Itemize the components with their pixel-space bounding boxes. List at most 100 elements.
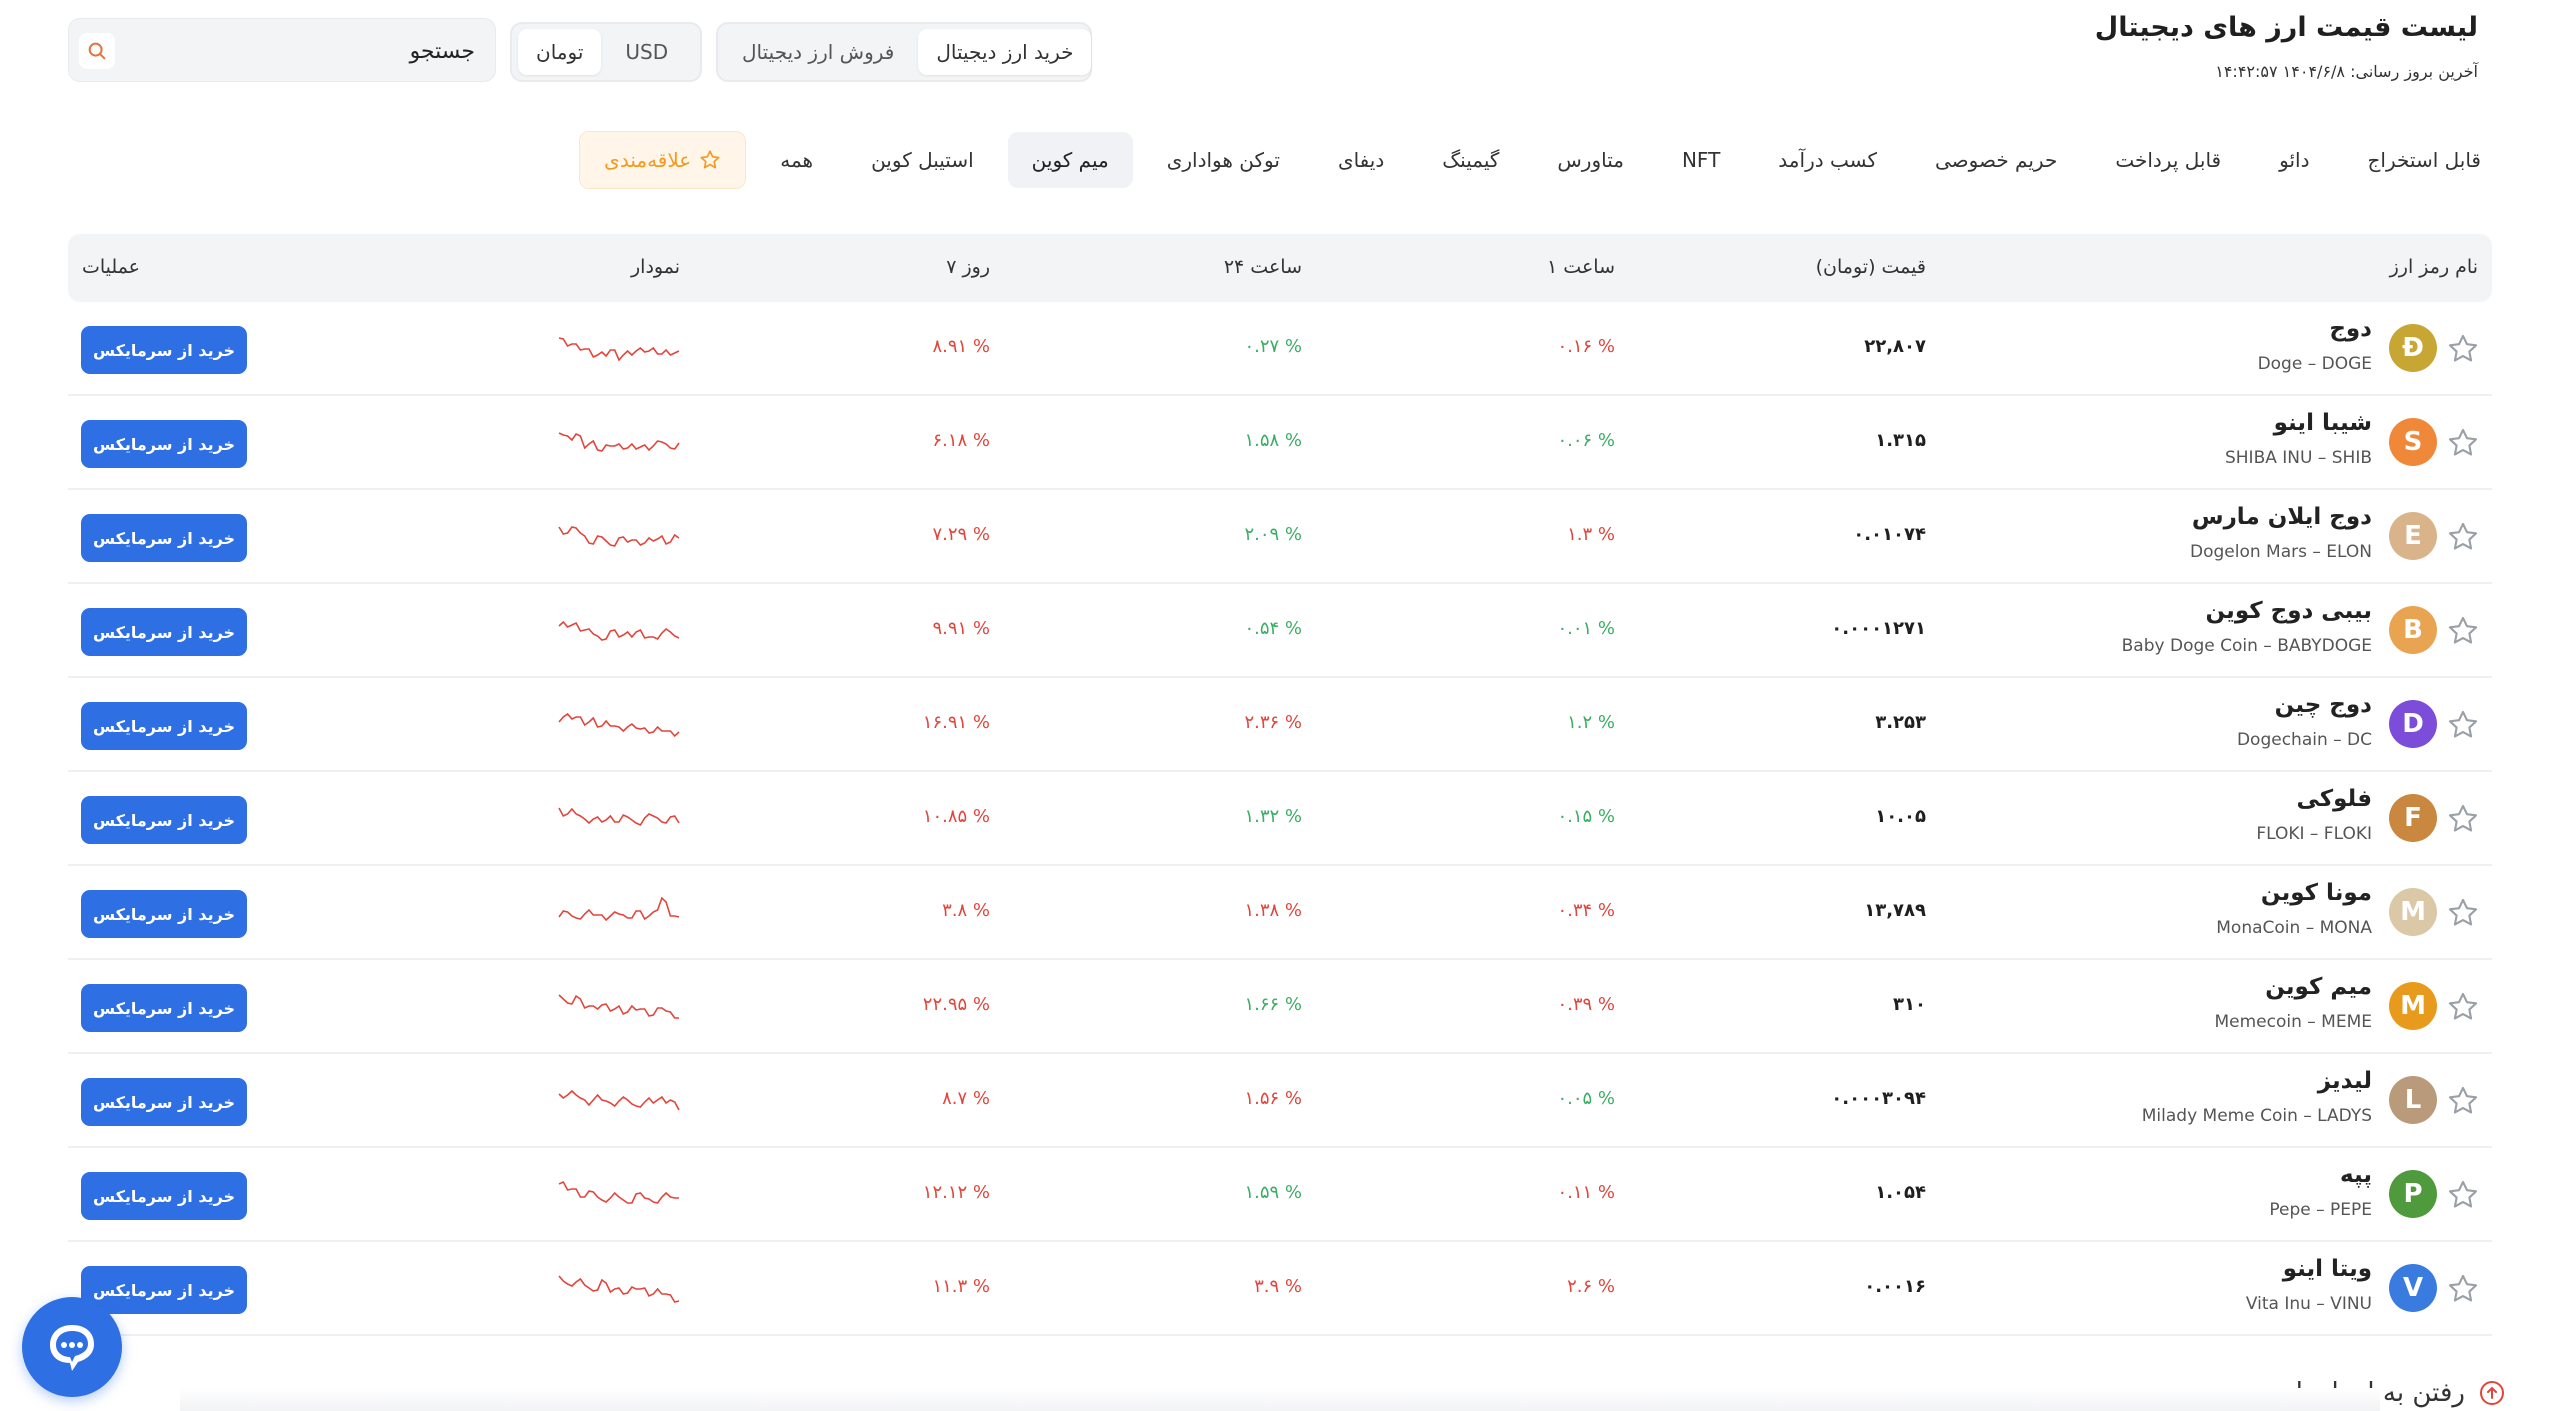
buy-from-sarmayex-button[interactable]: خرید از سرمایکس	[81, 984, 247, 1032]
favorite-star-icon[interactable]	[2446, 614, 2480, 648]
favorite-star-icon[interactable]	[2446, 426, 2480, 460]
tab-8[interactable]: NFT	[1658, 132, 1744, 188]
buy-from-sarmayex-button[interactable]: خرید از سرمایکس	[81, 702, 247, 750]
table-row[interactable]: B بیبی دوج کوین Baby Doge Coin – BABYDOGE ۰…	[68, 584, 2492, 678]
search-input[interactable]	[153, 31, 477, 71]
sparkline-path	[558, 620, 680, 641]
search-button[interactable]	[79, 33, 115, 69]
coin-name-fa[interactable]: ویتا اینو	[2282, 1256, 2372, 1282]
favorite-star-icon[interactable]	[2446, 990, 2480, 1024]
buy-from-sarmayex-button[interactable]: خرید از سرمایکس	[81, 1172, 247, 1220]
favorite-star-icon[interactable]	[2446, 1178, 2480, 1212]
tab-10[interactable]: حریم خصوصی	[1911, 132, 2081, 188]
tab-1[interactable]: همه	[756, 132, 837, 188]
table-row[interactable]: V ویتا اینو Vita Inu – VINU ۰.۰۰۱۶ ۲.۶ % ۳.۹ …	[68, 1242, 2492, 1336]
coin-name-en: MonaCoin – MONA	[2216, 918, 2372, 938]
table-row[interactable]: P پپه Pepe – PEPE ۱.۰۵۴ ۰.۱۱ % ۱.۵۹ % ۱۲.۱۲ % خ…	[68, 1148, 2492, 1242]
tab-12[interactable]: دائو	[2255, 132, 2333, 188]
buy-from-sarmayex-button[interactable]: خرید از سرمایکس	[81, 890, 247, 938]
sparkline-path	[558, 896, 680, 922]
coin-name-en: Doge – DOGE	[2257, 354, 2372, 374]
usd-option[interactable]: USD	[625, 40, 669, 64]
tab-label: علاقه‌مندی	[604, 148, 692, 172]
ladys-icon: L	[2389, 1076, 2437, 1124]
col-price: قیمت (تومان)	[1815, 256, 1926, 278]
coin-name-fa[interactable]: پپه	[2340, 1162, 2372, 1188]
sparkline-chart	[558, 620, 680, 641]
search-icon	[88, 42, 106, 60]
coin-name-en: Pepe – PEPE	[2269, 1200, 2372, 1220]
favorite-star-icon[interactable]	[2446, 332, 2480, 366]
table-header: نام رمز ارز قیمت (تومان) ۱ ساعت ۲۴ ساعت …	[68, 234, 2492, 302]
tab-label: قابل پرداخت	[2115, 148, 2222, 172]
table-row[interactable]: D دوج چین Dogechain – DC ۳.۲۵۳ ۱.۲ % ۲.۳۶ % ۱۶…	[68, 678, 2492, 772]
sparkline-path	[558, 1180, 679, 1204]
coin-name-fa[interactable]: میم کوین	[2265, 974, 2372, 1000]
favorite-star-icon[interactable]	[2446, 520, 2480, 554]
change-7d: ۸.۷ %	[942, 1088, 990, 1109]
sparkline-chart	[558, 807, 680, 827]
sparkline-path	[558, 712, 680, 738]
coin-price: ۲۲,۸۰۷	[1864, 336, 1926, 357]
tab-9[interactable]: کسب درآمد	[1754, 132, 1901, 188]
favorite-star-icon[interactable]	[2446, 802, 2480, 836]
table-row[interactable]: S شیبا اینو SHIBA INU – SHIB ۱.۳۱۵ ۰.۰۶ % ۱.۵…	[68, 396, 2492, 490]
sparkline-chart	[558, 432, 680, 452]
table-row[interactable]: M مونا کوین MonaCoin – MONA ۱۳,۷۸۹ ۰.۳۴ % ۱.۳…	[68, 866, 2492, 960]
coin-name-fa[interactable]: دوج ایلان مارس	[2191, 504, 2372, 530]
table-row[interactable]: F فلوکی FLOKI – FLOKI ۱۰.۰۵ ۰.۱۵ % ۱.۳۲ % ۱۰.۸…	[68, 772, 2492, 866]
tab-4[interactable]: توکن هواداری	[1143, 132, 1304, 188]
change-7d: ۶.۱۸ %	[932, 430, 990, 451]
tab-6[interactable]: گیمینگ	[1418, 132, 1523, 188]
last-update-label: آخرین بروز رسانی: ۱۴۰۴/۶/۸ ۱۴:۴۲:۵۷	[2215, 62, 2478, 81]
trade-toggle: فروش ارز دیجیتال خرید ارز دیجیتال	[716, 22, 1092, 82]
buy-from-sarmayex-button[interactable]: خرید از سرمایکس	[81, 1266, 247, 1314]
tab-3[interactable]: میم کوین	[1007, 132, 1133, 188]
tab-5[interactable]: دیفای	[1314, 132, 1408, 188]
favorite-star-icon[interactable]	[2446, 896, 2480, 930]
change-24h: ۱.۵۸ %	[1244, 430, 1302, 451]
coin-icon-glyph: M	[2400, 991, 2426, 1021]
favorite-star-icon[interactable]	[2446, 1272, 2480, 1306]
tab-2[interactable]: استیبل کوین	[847, 132, 998, 188]
coin-icon-glyph: F	[2404, 803, 2422, 833]
buy-from-sarmayex-button[interactable]: خرید از سرمایکس	[81, 514, 247, 562]
buy-from-sarmayex-button[interactable]: خرید از سرمایکس	[81, 1078, 247, 1126]
table-row[interactable]: L لیدیز Milady Meme Coin – LADYS ۰.۰۰۰۳۰۹۴ ۰…	[68, 1054, 2492, 1148]
coin-price: ۱۳,۷۸۹	[1864, 900, 1926, 921]
table-row[interactable]: E دوج ایلان مارس Dogelon Mars – ELON ۰.۰۱۰۷…	[68, 490, 2492, 584]
tab-label: حریم خصوصی	[1935, 148, 2058, 172]
coin-name-fa[interactable]: شیبا اینو	[2273, 410, 2372, 436]
coin-price: ۰.۰۱۰۷۴	[1853, 524, 1926, 545]
coin-name-fa[interactable]: لیدیز	[2317, 1068, 2372, 1094]
coin-name-fa[interactable]: دوج چین	[2274, 692, 2372, 718]
sparkline-path	[558, 526, 680, 547]
tab-11[interactable]: قابل پرداخت	[2091, 132, 2245, 188]
coin-name-fa[interactable]: دوج	[2329, 316, 2372, 342]
coin-name-fa[interactable]: فلوکی	[2296, 786, 2372, 812]
coin-name-en: Baby Doge Coin – BABYDOGE	[2121, 636, 2372, 656]
search-box	[68, 18, 496, 82]
col-24h: ۲۴ ساعت	[1223, 256, 1302, 278]
chat-button[interactable]	[22, 1297, 122, 1397]
buy-crypto-option[interactable]: خرید ارز دیجیتال	[918, 29, 1092, 75]
change-7d: ۱۱.۳ %	[932, 1276, 990, 1297]
buy-from-sarmayex-button[interactable]: خرید از سرمایکس	[81, 326, 247, 374]
tab-7[interactable]: متاورس	[1533, 132, 1648, 188]
change-24h: ۱.۵۹ %	[1244, 1182, 1302, 1203]
tab-0[interactable]: علاقه‌مندی	[579, 131, 747, 189]
favorite-star-icon[interactable]	[2446, 708, 2480, 742]
buy-from-sarmayex-button[interactable]: خرید از سرمایکس	[81, 608, 247, 656]
favorite-star-icon[interactable]	[2446, 1084, 2480, 1118]
coin-name-fa[interactable]: مونا کوین	[2260, 880, 2372, 906]
table-row[interactable]: M میم کوین Memecoin – MEME ۳۱۰ ۰.۳۹ % ۱.۶۶ % ۲…	[68, 960, 2492, 1054]
buy-from-sarmayex-button[interactable]: خرید از سرمایکس	[81, 796, 247, 844]
tab-13[interactable]: قابل استخراج	[2344, 132, 2506, 188]
sell-crypto-option[interactable]: فروش ارز دیجیتال	[742, 40, 895, 64]
tab-label: دیفای	[1337, 148, 1385, 172]
coin-name-fa[interactable]: بیبی دوج کوین	[2205, 598, 2372, 624]
change-24h: ۱.۳۲ %	[1244, 806, 1302, 827]
table-row[interactable]: Ð دوج Doge – DOGE ۲۲,۸۰۷ ۰.۱۶ % ۰.۲۷ % ۸.۹۱ % خ…	[68, 302, 2492, 396]
toman-option[interactable]: تومان	[518, 29, 602, 75]
buy-from-sarmayex-button[interactable]: خرید از سرمایکس	[81, 420, 247, 468]
